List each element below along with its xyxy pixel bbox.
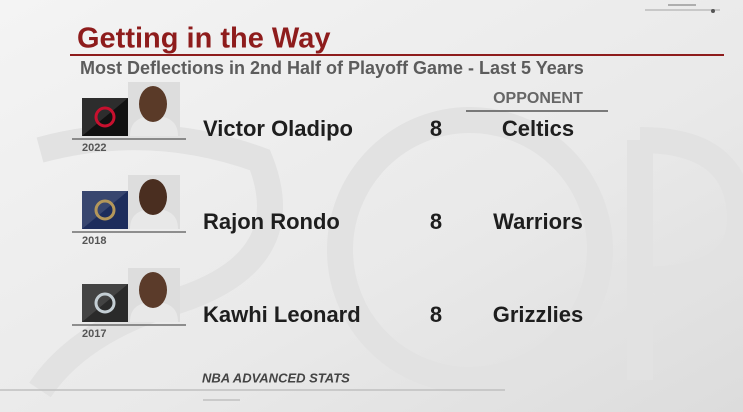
headshot-body (130, 302, 178, 322)
opponent-header: OPPONENT (493, 90, 583, 107)
watermark (29, 107, 743, 398)
headshot-face (139, 86, 167, 122)
year: 2017 (82, 328, 106, 340)
headshot-face (139, 179, 167, 215)
year: 2018 (82, 235, 106, 247)
subtitle: Most Deflections in 2nd Half of Playoff … (80, 58, 584, 78)
team-logo (82, 98, 128, 136)
team-logo-mark (94, 106, 116, 128)
team-logo-mark (94, 199, 116, 221)
opponent: Celtics (502, 116, 574, 141)
player-name: Rajon Rondo (203, 209, 340, 234)
source: NBA ADVANCED STATS (202, 370, 350, 385)
row: 2018 Rajon Rondo 8 Warriors (72, 175, 583, 247)
team-logo-accent (82, 191, 128, 229)
headshot-body (130, 209, 178, 229)
row: 2017 Kawhi Leonard 8 Grizzlies (72, 268, 583, 340)
team-logo (82, 191, 128, 229)
opponent: Grizzlies (493, 302, 583, 327)
deflections: 8 (430, 209, 442, 234)
headshot-face (139, 272, 167, 308)
player-name: Victor Oladipo (203, 116, 353, 141)
team-logo-accent (82, 98, 128, 136)
team-logo-mark (94, 292, 116, 314)
team-logo-accent (82, 284, 128, 322)
headshot-body (130, 116, 178, 136)
deflections: 8 (430, 116, 442, 141)
player-name: Kawhi Leonard (203, 302, 361, 327)
row: 2022 Victor Oladipo 8 Celtics (72, 82, 574, 154)
opponent: Warriors (493, 209, 583, 234)
team-logo (82, 284, 128, 322)
year: 2022 (82, 142, 106, 154)
title: Getting in the Way (77, 23, 330, 55)
dot-icon (711, 9, 715, 13)
deflections: 8 (430, 302, 442, 327)
